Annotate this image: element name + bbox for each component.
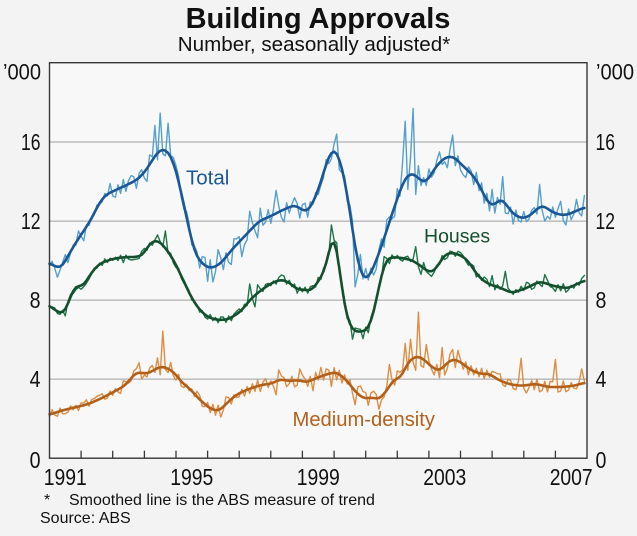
- svg-text:0: 0: [596, 447, 607, 473]
- svg-text:’000: ’000: [596, 60, 634, 85]
- svg-text:Total: Total: [186, 167, 229, 190]
- svg-text:2007: 2007: [550, 464, 593, 490]
- svg-text:*: *: [44, 492, 50, 509]
- svg-text:4: 4: [30, 366, 41, 392]
- svg-text:Houses: Houses: [424, 226, 490, 248]
- svg-text:’000: ’000: [3, 60, 41, 85]
- svg-text:8: 8: [596, 287, 607, 313]
- svg-text:Source: ABS: Source: ABS: [40, 510, 131, 527]
- svg-text:Smoothed line is the ABS measu: Smoothed line is the ABS measure of tren…: [69, 492, 375, 509]
- svg-text:16: 16: [21, 129, 41, 155]
- svg-text:1991: 1991: [44, 464, 87, 490]
- svg-text:12: 12: [596, 208, 616, 234]
- svg-text:16: 16: [596, 129, 616, 155]
- svg-text:Number, seasonally adjusted*: Number, seasonally adjusted*: [178, 33, 450, 56]
- svg-text:1995: 1995: [170, 464, 213, 490]
- svg-text:8: 8: [30, 287, 41, 313]
- svg-text:4: 4: [596, 366, 607, 392]
- svg-text:1999: 1999: [297, 464, 340, 490]
- svg-text:Building Approvals: Building Approvals: [186, 3, 451, 35]
- svg-text:2003: 2003: [423, 464, 466, 490]
- svg-text:12: 12: [21, 208, 41, 234]
- svg-text:Medium-density: Medium-density: [293, 409, 436, 431]
- svg-text:0: 0: [30, 447, 41, 473]
